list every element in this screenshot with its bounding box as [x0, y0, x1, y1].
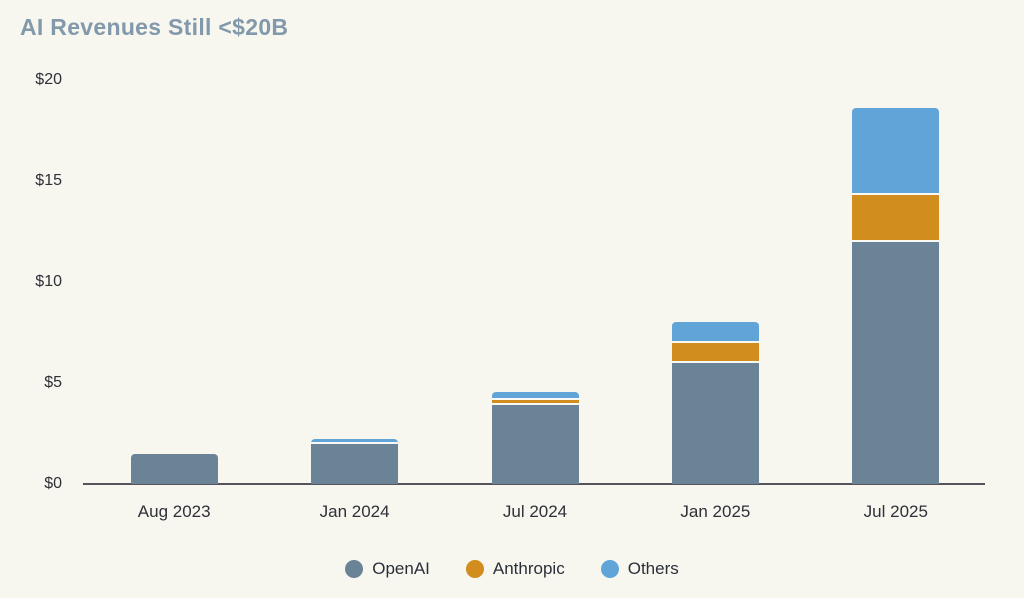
legend-label: Others — [627, 559, 679, 578]
stacked-bar-jan-2024 — [311, 438, 399, 484]
bar-segment-others — [852, 108, 940, 196]
x-axis-line — [83, 483, 985, 485]
y-axis-tick-label: $10 — [35, 273, 62, 290]
legend-swatch-icon — [465, 560, 484, 578]
bar-segment-anthropic — [671, 342, 759, 363]
bar-segment-openai — [852, 241, 940, 484]
x-axis-category-label: Jan 2025 — [680, 502, 751, 521]
y-axis-tick-label: $20 — [35, 71, 62, 88]
y-axis-tick-label: $15 — [35, 172, 62, 189]
legend-item-others: Others — [600, 559, 679, 579]
y-axis-tick-label: $5 — [44, 374, 62, 391]
bar-segment-anthropic — [852, 195, 940, 242]
legend: OpenAI Anthropic Others — [0, 559, 1024, 579]
y-axis-tick-label: $0 — [44, 475, 62, 492]
x-axis-category-label: Jul 2025 — [863, 502, 928, 521]
stacked-bar-jul-2025 — [852, 108, 940, 484]
bar-segment-anthropic — [491, 400, 579, 406]
bar-segment-openai — [311, 443, 399, 484]
stacked-bar-aug-2023 — [130, 453, 218, 484]
stacked-bar-jan-2025 — [671, 322, 759, 484]
bar-segment-openai — [671, 362, 759, 484]
legend-item-anthropic: Anthropic — [465, 559, 565, 579]
legend-swatch-icon — [600, 560, 619, 578]
bar-segment-others — [671, 322, 759, 343]
legend-label: OpenAI — [372, 559, 430, 578]
bar-segment-others — [311, 438, 399, 444]
legend-swatch-icon — [345, 560, 364, 578]
bar-segment-openai — [130, 453, 218, 484]
x-axis-category-label: Jul 2024 — [502, 502, 568, 521]
x-axis-category-label: Jan 2024 — [319, 502, 390, 521]
x-axis-category-label: Aug 2023 — [137, 502, 211, 521]
legend-item-openai: OpenAI — [345, 559, 430, 579]
bar-segment-openai — [491, 405, 579, 484]
bar-segment-others — [491, 392, 579, 401]
legend-label: Anthropic — [492, 559, 565, 578]
stacked-bar-jul-2024 — [491, 392, 579, 484]
chart-title: AI Revenues Still <$20B — [20, 14, 289, 40]
